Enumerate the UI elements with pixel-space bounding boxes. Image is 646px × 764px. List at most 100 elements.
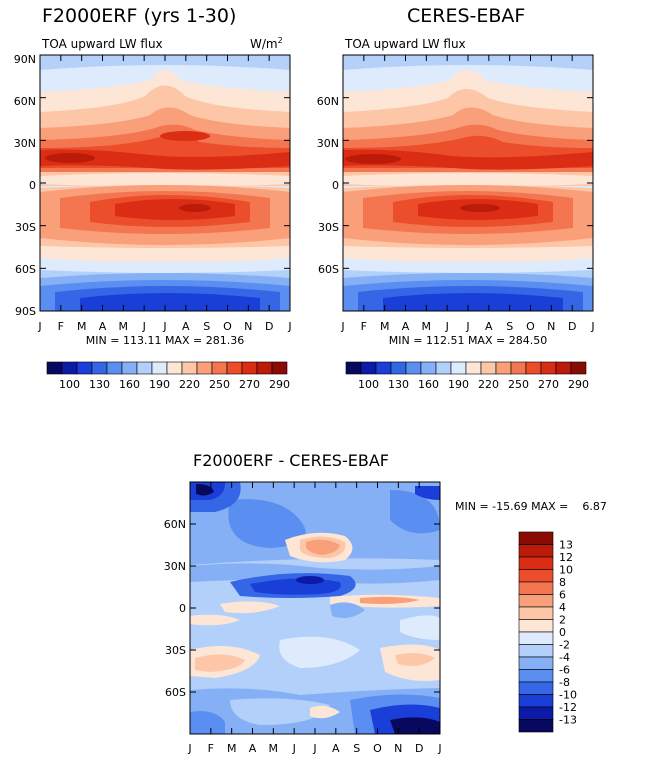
colorbar-swatch (518, 619, 554, 633)
x-tick-label: S (203, 320, 210, 333)
colorbar-swatch (480, 361, 497, 375)
colorbar-swatch (271, 361, 288, 375)
colorbar-swatch (345, 361, 362, 375)
colorbar-label: -4 (559, 651, 570, 664)
colorbar-swatch (46, 361, 63, 375)
colorbar-swatch (518, 556, 554, 570)
colorbar-swatch (518, 719, 554, 733)
panel-model-ylabels: 90N 60N 30N 0 30S 60S 90S (14, 53, 36, 318)
colorbar-label: 6 (559, 589, 566, 602)
colorbar-label: -10 (559, 689, 577, 702)
y-tick-label: 30N (164, 560, 186, 573)
x-tick-label: J (445, 320, 449, 333)
colorbar-swatch (405, 361, 422, 375)
colorbar-label: 290 (269, 378, 290, 391)
panel-model-title: F2000ERF (yrs 1-30) (42, 5, 236, 27)
colorbar-label: -6 (559, 664, 570, 677)
x-tick-label: J (292, 742, 296, 755)
colorbar-label: 250 (508, 378, 529, 391)
panel-model-variable: TOA upward LW flux (41, 37, 163, 51)
y-tick-label: 30S (165, 644, 186, 657)
x-tick-label: M (269, 742, 279, 755)
x-tick-label: J (162, 320, 166, 333)
x-tick-label: A (485, 320, 493, 333)
colorbar-swatch (390, 361, 407, 375)
y-tick-label: 90N (14, 53, 36, 66)
colorbar-swatch (518, 706, 554, 720)
colorbar-label: 130 (388, 378, 409, 391)
colorbar-label: 2 (559, 614, 566, 627)
panel-diff-title: F2000ERF - CERES-EBAF (193, 451, 389, 470)
colorbar-swatch (196, 361, 213, 375)
panel-obs-title: CERES-EBAF (407, 5, 525, 27)
colorbar-label: 13 (559, 539, 573, 552)
x-tick-label: N (244, 320, 252, 333)
colorbar-swatch (518, 669, 554, 683)
colorbar-swatch (211, 361, 228, 375)
x-tick-label: A (332, 742, 340, 755)
panel-model-units: W/m2 (250, 36, 283, 51)
panel-model-field (40, 55, 290, 311)
x-tick-label: J (287, 320, 291, 333)
panel-obs-ylabels: 60N 30N 0 30S 60S (317, 95, 339, 276)
panel-diff-ticks (189, 481, 441, 735)
x-tick-label: M (119, 320, 129, 333)
x-tick-label: S (353, 742, 360, 755)
x-tick-label: F (361, 320, 367, 333)
colorbar-label: 0 (559, 626, 566, 639)
y-tick-label: 0 (29, 179, 36, 192)
x-tick-label: M (422, 320, 432, 333)
colorbar-swatch (525, 361, 542, 375)
colorbar-swatch (518, 656, 554, 670)
panel-diff-field (190, 482, 440, 734)
colorbar-swatch (518, 681, 554, 695)
y-tick-label: 30N (317, 137, 339, 150)
colorbar-swatch (465, 361, 482, 375)
colorbar-swatch (151, 361, 168, 375)
panel-obs-variable: TOA upward LW flux (344, 37, 466, 51)
x-tick-label: A (402, 320, 410, 333)
colorbar-label: 8 (559, 576, 566, 589)
colorbar-swatch (570, 361, 587, 375)
colorbar-label: -2 (559, 639, 570, 652)
colorbar-swatch (518, 544, 554, 558)
colorbar-label: 4 (559, 601, 566, 614)
colorbar-swatch (166, 361, 183, 375)
colorbar-label: 160 (119, 378, 140, 391)
y-tick-label: 30S (15, 221, 36, 234)
colorbar-label: 220 (478, 378, 499, 391)
colorbar-label: -8 (559, 676, 570, 689)
y-tick-label: 0 (179, 602, 186, 615)
panel-model: F2000ERF (yrs 1-30) TOA upward LW flux W… (14, 5, 292, 347)
colorbar-swatch (226, 361, 243, 375)
colorbar-label: 250 (209, 378, 230, 391)
x-tick-label: D (568, 320, 576, 333)
colorbar-swatch (61, 361, 78, 375)
x-tick-label: D (265, 320, 273, 333)
panel-obs-field (343, 55, 593, 311)
x-tick-label: J (590, 320, 594, 333)
x-tick-label: M (77, 320, 87, 333)
colorbar-swatch (518, 644, 554, 658)
colorbar-swatch (518, 694, 554, 708)
y-tick-label: 30N (14, 137, 36, 150)
colorbar-swatch (518, 594, 554, 608)
colorbar-swatch (136, 361, 153, 375)
colorbar-swatch (518, 606, 554, 620)
x-tick-label: M (227, 742, 237, 755)
x-tick-label: O (526, 320, 535, 333)
colorbar-obs: 100 130 160 190 220 250 270 290 (345, 361, 589, 391)
colorbar-swatch (121, 361, 138, 375)
colorbar-swatch (510, 361, 527, 375)
panel-diff-stats: MIN = -15.69 MAX = 6.87 (455, 500, 607, 513)
panel-obs-ticks (342, 54, 594, 312)
colorbar-label: -12 (559, 701, 577, 714)
colorbar-swatch (420, 361, 437, 375)
panel-model-stats: MIN = 113.11 MAX = 281.36 (86, 334, 244, 347)
colorbar-swatch (518, 581, 554, 595)
panel-diff: F2000ERF - CERES-EBAF (164, 451, 607, 755)
x-tick-label: N (547, 320, 555, 333)
colorbar-swatch (518, 531, 554, 545)
